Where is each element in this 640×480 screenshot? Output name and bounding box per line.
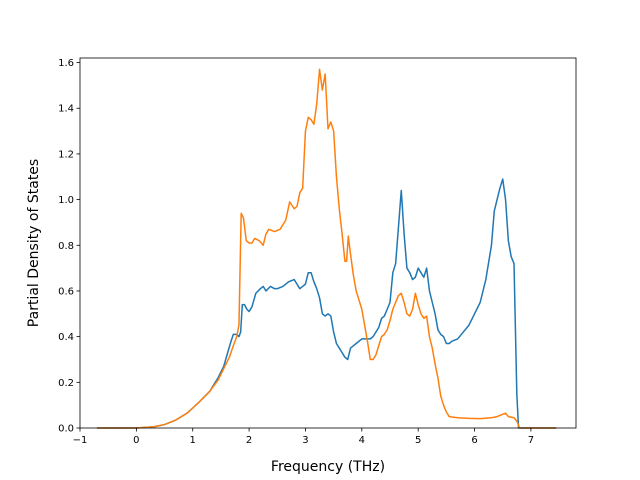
y-tick-label: 0.6 bbox=[58, 286, 74, 297]
axes-frame bbox=[79, 57, 577, 429]
x-tick-label: 2 bbox=[246, 435, 252, 446]
y-tick-label: 1.6 bbox=[58, 58, 74, 69]
series-layer bbox=[96, 68, 557, 429]
x-axis-ticks: −1 0 1 2 3 4 5 6 7 bbox=[73, 428, 534, 446]
x-tick-label: −1 bbox=[73, 435, 88, 446]
x-tick-label: 0 bbox=[133, 435, 139, 446]
x-tick-label: 5 bbox=[415, 435, 421, 446]
series-line-2 bbox=[96, 68, 557, 429]
y-tick-label: 0.8 bbox=[58, 241, 74, 252]
y-tick-label: 0.0 bbox=[58, 424, 74, 435]
y-tick-label: 0.4 bbox=[58, 332, 74, 343]
y-tick-label: 1.2 bbox=[58, 149, 74, 160]
series-line-1 bbox=[96, 178, 557, 429]
plot-area bbox=[80, 58, 576, 428]
y-axis-ticks: 0.0 0.2 0.4 0.6 0.8 1.0 1.2 1.4 1.6 bbox=[58, 58, 80, 435]
y-tick-label: 1.0 bbox=[58, 195, 74, 206]
x-tick-label: 4 bbox=[359, 435, 365, 446]
x-tick-label: 3 bbox=[302, 435, 308, 446]
y-tick-label: 0.2 bbox=[58, 378, 74, 389]
x-tick-label: 6 bbox=[471, 435, 477, 446]
y-axis-label: Partial Density of States bbox=[26, 159, 42, 327]
y-tick-label: 1.4 bbox=[58, 104, 74, 115]
x-axis-label: Frequency (THz) bbox=[271, 459, 385, 475]
x-tick-label: 7 bbox=[528, 435, 534, 446]
x-tick-label: 1 bbox=[190, 435, 196, 446]
